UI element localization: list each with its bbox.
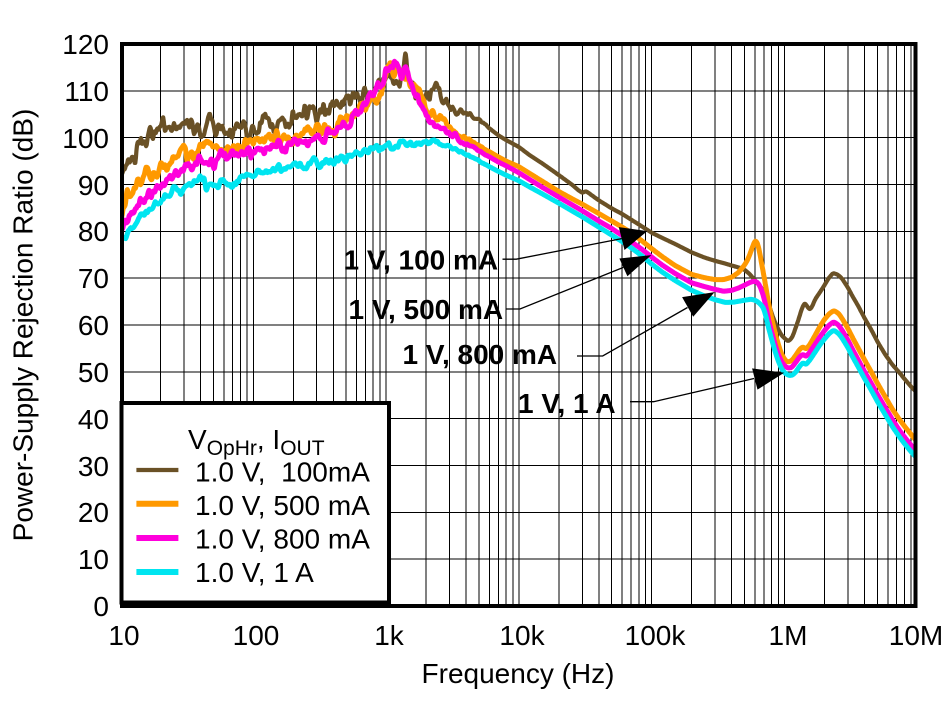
- svg-text:10M: 10M: [889, 620, 943, 651]
- svg-text:1.0 V, 800 mA: 1.0 V, 800 mA: [195, 524, 370, 555]
- svg-text:1 V, 500 mA: 1 V, 500 mA: [349, 294, 504, 325]
- svg-text:80: 80: [78, 216, 109, 247]
- svg-text:1.0 V, 500 mA: 1.0 V, 500 mA: [195, 490, 370, 521]
- svg-text:1k: 1k: [374, 620, 405, 651]
- svg-text:1 V, 800 mA: 1 V, 800 mA: [403, 339, 558, 370]
- svg-text:1 V, 1 A: 1 V, 1 A: [518, 388, 616, 419]
- svg-text:40: 40: [78, 404, 109, 435]
- svg-text:20: 20: [78, 497, 109, 528]
- svg-text:10k: 10k: [499, 620, 545, 651]
- svg-text:100: 100: [62, 123, 109, 154]
- svg-text:120: 120: [62, 29, 109, 60]
- svg-text:110: 110: [64, 76, 109, 107]
- svg-text:10: 10: [78, 544, 109, 575]
- svg-text:Power-Supply Rejection Ratio (: Power-Supply Rejection Ratio (dB): [8, 109, 39, 542]
- svg-text:10: 10: [108, 620, 139, 651]
- svg-text:50: 50: [78, 357, 109, 388]
- svg-text:100k: 100k: [625, 620, 687, 651]
- svg-text:1M: 1M: [769, 620, 808, 651]
- svg-text:70: 70: [78, 263, 109, 294]
- svg-text:1.0 V, 1 A: 1.0 V, 1 A: [195, 557, 314, 588]
- svg-text:Frequency (Hz): Frequency (Hz): [422, 658, 615, 689]
- svg-text:60: 60: [78, 310, 109, 341]
- svg-text:90: 90: [78, 170, 109, 201]
- svg-text:0: 0: [93, 591, 109, 622]
- svg-text:100: 100: [233, 620, 280, 651]
- svg-text:30: 30: [78, 451, 109, 482]
- svg-text:1.0 V, 100mA: 1.0 V, 100mA: [195, 457, 370, 488]
- svg-text:1 V, 100 mA: 1 V, 100 mA: [344, 245, 499, 276]
